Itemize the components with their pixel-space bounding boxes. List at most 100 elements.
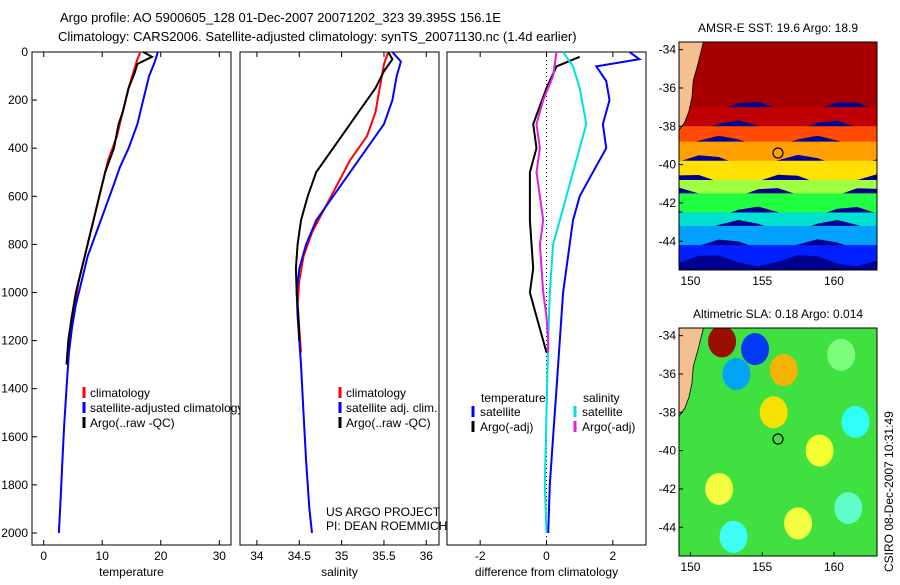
temperature-legend-label: satellite-adjusted climatology [90,401,243,415]
salinity-legend-label: satellite adj. clim. [346,401,437,415]
difference-legend-label: satellite [480,405,521,419]
sst_map-sst-band [679,107,877,133]
legend-temperature-title: temperature [481,391,546,405]
plots-layer: 0 10 20 30020040060080010001200140016001800… [1,21,878,579]
difference-xlabel: difference from climatology [475,565,618,579]
pi-credit: PI: DEAN ROEMMICH [326,519,447,533]
temperature-ytick-label: 1800 [1,478,28,492]
temperature-series-satelliteadjustedclimatology [57,51,159,534]
sst_map-land [679,42,704,131]
sst_map-ytick-label: -38 [659,119,677,133]
salinity-xtick-label: 34.5 [288,549,312,563]
temperature-ytick-label: 800 [8,237,28,251]
temperature-xtick-label: 0 [40,549,47,563]
temperature-legend-label: climatology [90,386,150,400]
temperature-ytick-label: 1000 [1,285,28,299]
sst_map-sst-band [679,141,877,167]
temperature-ytick-label: 400 [8,141,28,155]
salinity-xtick-label: 35 [335,549,349,563]
temperature-series-argorawqc [65,51,155,365]
sst_map-ytick-label: -36 [659,81,677,95]
sst_map-xtick-label: 150 [680,274,700,288]
salinity-legend-label: Argo(..raw -QC) [346,416,431,430]
sst_map-xtick-label: 160 [824,274,844,288]
sla_map-float-marker [772,433,784,445]
sla_map-ytick-label: -44 [659,520,677,534]
sla_map-sla-anomaly [805,434,834,467]
salinity-frame [239,51,440,546]
sla_map-ytick-label: -34 [659,329,677,343]
sst_map-sst-band [679,160,877,186]
difference-series-satellite [547,51,642,534]
temperature-xtick-label: 30 [213,549,227,563]
difference-series-argoadj [528,55,581,353]
sla_map-sla-anomaly [769,354,798,387]
difference-xtick-label: 0 [543,549,550,563]
temperature-frame [31,51,232,546]
sla_map-ytick-label: -40 [659,444,677,458]
side-stamp: CSIRO 08-Dec-2007 10:31:49 [882,411,896,572]
temperature-legend-label: Argo(..raw -QC) [90,416,175,430]
difference-legend-label: Argo(-adj) [582,420,635,434]
header-line-1: Argo profile: AO 5900605_128 01-Dec-2007… [60,10,501,25]
temperature-ytick-label: 0 [21,45,28,59]
sla_map-frame [678,327,878,557]
temperature-panel: 0 10 20 30 0 200 400 600 800 1000 1200 1400 1600 1800… [1,45,243,579]
sst_map-float-marker [772,147,784,159]
header-line-2: Climatology: CARS2006. Satellite-adjuste… [58,29,577,44]
sla_map-sla-anomaly [708,328,737,358]
sst_map-ytick-label: -44 [659,234,677,248]
sst_map-ytick-label: -40 [659,158,677,172]
salinity-panel: 34 34.5 35 35.5 36 salinity climatologysatelli… [239,51,447,579]
sst_map-sst-band [679,193,877,219]
sst_map-sst-band [679,212,877,232]
sst_map-title: AMSR-E SST: 19.6 Argo: 18.9 [698,21,858,35]
legend-salinity-title: salinity [583,391,620,405]
difference-frame [446,51,647,546]
difference-series-satellite [543,51,588,534]
sla_map-field [679,328,877,556]
sst_map-ytick-label: -34 [659,43,677,57]
difference-legend-label: satellite [582,405,623,419]
sla_map-ytick-label: -38 [659,405,677,419]
salinity-series-satelliteadjclim [295,51,403,534]
temperature-ytick-label: 1400 [1,382,28,396]
sla_map-ytick-label: -42 [659,482,677,496]
sla_map-panel: 150 155 160 -34 -36 -38 -40 -42 -44 Altimetric SL… [659,307,878,574]
sla_map-xtick-label: 155 [752,560,772,574]
temperature-ytick-label: 1600 [1,430,28,444]
sst_map-sst-band [679,245,877,267]
sla_map-sla-anomaly [834,492,863,525]
difference-xtick-label: 2 [609,549,616,563]
sst_map-ytick-label: -42 [659,196,677,210]
difference-legend-label: Argo(-adj) [480,420,533,434]
difference-panel: -2 0 2 difference from climatology temperatu… [446,51,647,579]
temperature-xlabel: temperature [99,565,164,579]
sla_map-xtick-label: 150 [680,560,700,574]
difference-series-argoadj [535,51,558,353]
sla_map-sla-anomaly [741,333,770,366]
sla_map-sla-anomaly [719,520,748,553]
salinity-xlabel: salinity [321,565,358,579]
temperature-ytick-label: 1200 [1,334,28,348]
salinity-xtick-label: 34 [250,549,264,563]
project-credit: US ARGO PROJECT [326,505,441,519]
sst_map-panel: 150 155 160 -34 -36 -38 -40 -42 -44 AMSR-E SST: 1… [659,21,878,288]
sst_map-frame [678,41,878,271]
sla_map-land [679,328,704,417]
sst_map-sst-band [679,126,877,148]
temperature-ytick-label: 200 [8,93,28,107]
temperature-xtick-label: 10 [96,549,110,563]
sla_map-sla-anomaly [827,338,856,371]
sla_map-sla-anomaly [705,472,734,505]
sst_map-sst-band [679,42,877,114]
salinity-xtick-label: 36 [420,549,434,563]
sst_map-field [679,42,877,270]
sla_map-xtick-label: 160 [824,560,844,574]
salinity-xtick-label: 35.5 [372,549,396,563]
sla_map-sla-anomaly [759,396,788,429]
sla_map-ytick-label: -36 [659,367,677,381]
sla_map-title: Altimetric SLA: 0.18 Argo: 0.014 [693,307,863,321]
temperature-ytick-label: 2000 [1,526,28,540]
